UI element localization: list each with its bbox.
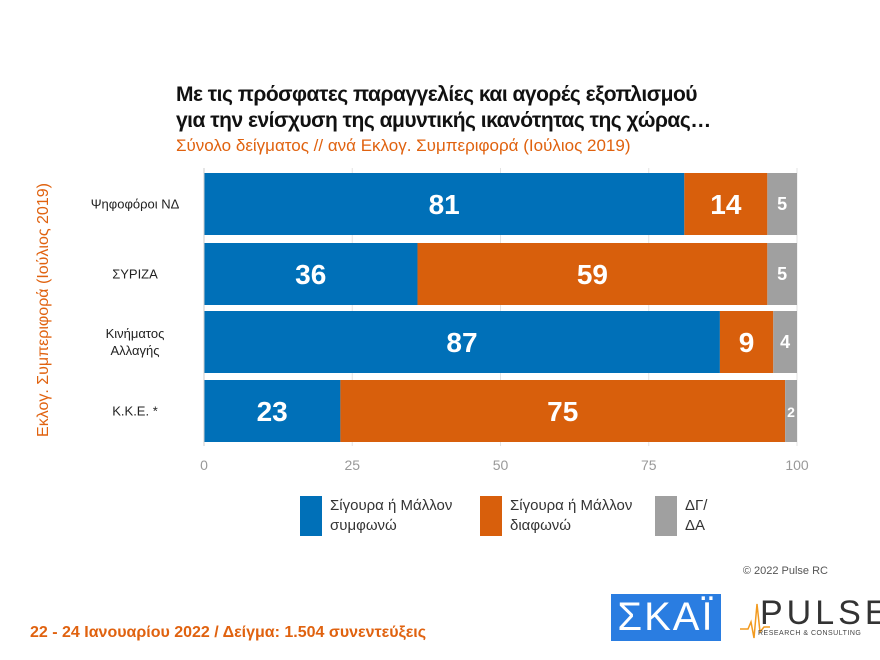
x-tick-label: 50	[493, 457, 509, 473]
chart-title: Με τις πρόσφατες παραγγελίες και αγορές …	[176, 83, 711, 132]
data-label: 75	[547, 396, 578, 427]
bar-segment	[767, 173, 797, 235]
bar-segment	[204, 311, 720, 373]
pulse-logo: PULSE RESEARCH & CONSULTING	[740, 594, 880, 641]
legend-item: Σίγουρα ή Μάλλον συμφωνώ	[300, 496, 480, 536]
x-tick-label: 0	[200, 457, 208, 473]
bar-segment	[684, 173, 768, 235]
data-label: 81	[429, 189, 460, 220]
chart-subtitle: Σύνολο δείγματος // ανά Εκλογ. Συμπεριφο…	[176, 136, 631, 155]
legend-swatch	[300, 496, 322, 536]
x-tick-label: 75	[641, 457, 657, 473]
category-label: Ψηφοφόροι ΝΔ	[90, 196, 180, 212]
data-label: 59	[577, 259, 608, 290]
bar-segment	[773, 311, 797, 373]
data-label: 2	[787, 404, 795, 420]
legend-swatch	[480, 496, 502, 536]
data-label: 23	[257, 396, 288, 427]
legend-item: Σίγουρα ή Μάλλον διαφωνώ	[480, 496, 660, 536]
data-label: 9	[739, 327, 755, 358]
pulse-wave-icon	[740, 603, 770, 639]
fieldwork-info: 22 - 24 Ιανουαρίου 2022 / Δείγμα: 1.504 …	[30, 624, 427, 641]
data-label: 14	[710, 189, 742, 220]
legend-swatch	[655, 496, 677, 536]
data-label: 4	[780, 332, 790, 352]
bar-segment	[719, 311, 774, 373]
category-label: Κινήματος Αλλαγής	[105, 326, 165, 358]
copyright: © 2022 Pulse RC	[742, 565, 828, 577]
legend-item: ΔΓ/ΔΑ	[655, 496, 725, 536]
bar-segment	[785, 380, 797, 442]
legend-label: ΔΓ/ΔΑ	[685, 497, 708, 534]
data-label: 87	[446, 327, 477, 358]
x-tick-label: 25	[344, 457, 360, 473]
bar-chart: 0 25 50 75 100 81 14 5 36 59 5 87 9 4 23 75 2	[200, 168, 809, 473]
legend-label: Σίγουρα ή Μάλλον συμφωνώ	[330, 497, 453, 534]
data-label: 36	[295, 259, 326, 290]
bar-segment	[204, 243, 418, 305]
category-label: ΣΥΡΙΖΑ	[112, 266, 158, 282]
category-label: Κ.Κ.Ε. *	[112, 403, 158, 419]
bar-segment	[340, 380, 786, 442]
data-label: 5	[777, 264, 787, 284]
data-label: 5	[777, 194, 787, 214]
x-tick-label: 100	[785, 457, 809, 473]
bar-segment	[204, 380, 341, 442]
legend-label: Σίγουρα ή Μάλλον διαφωνώ	[510, 497, 633, 534]
bar-segment	[417, 243, 768, 305]
bar-segment	[204, 173, 685, 235]
bar-segment	[767, 243, 797, 305]
skai-logo: ΣΚΑΪ	[611, 594, 721, 641]
